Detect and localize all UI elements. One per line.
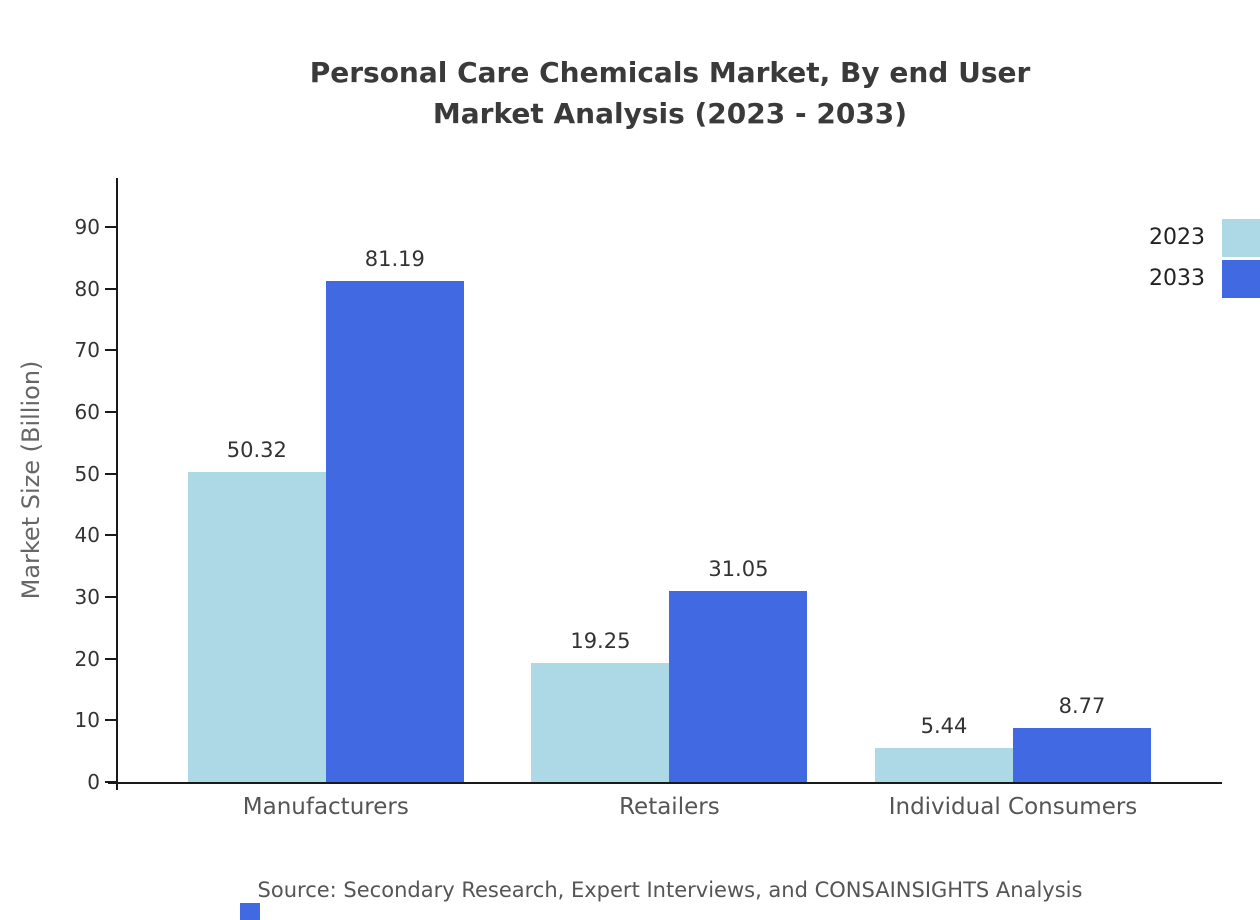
bar-value-label-2033-manufacturers: 81.19 — [364, 247, 425, 272]
bar-value-label-2033-individual-consumers: 8.77 — [1058, 693, 1106, 718]
y-tick-mark — [105, 596, 116, 598]
x-axis-line — [108, 782, 1222, 784]
bar-value-label-2023-manufacturers: 50.32 — [226, 437, 287, 462]
bar-value-label-2023-retailers: 19.25 — [570, 629, 631, 654]
logo-mark — [240, 903, 260, 920]
legend-label-2023: 2023 — [1149, 225, 1205, 250]
bar-2023-retailers — [531, 663, 670, 782]
y-tick-label: 20 — [74, 646, 100, 671]
y-tick-label: 80 — [74, 276, 100, 301]
chart-title-line2: Market Analysis (2023 - 2033) — [432, 97, 908, 130]
legend-swatch-2023 — [1222, 219, 1260, 257]
x-category-label-retailers: Retailers — [619, 794, 720, 820]
y-tick-label: 0 — [87, 770, 100, 794]
y-tick-mark — [105, 411, 116, 413]
y-tick-label: 40 — [74, 523, 100, 548]
bar-2033-manufacturers — [325, 281, 464, 782]
y-axis-line — [116, 178, 118, 790]
y-tick-label: 60 — [74, 400, 100, 424]
legend-label-2033: 2033 — [1149, 266, 1205, 291]
chart-title: Personal Care Chemicals Market, By end U… — [80, 52, 1260, 134]
y-tick-mark — [105, 226, 116, 228]
legend-swatch-2033 — [1222, 260, 1260, 298]
y-tick-mark — [105, 657, 116, 660]
bar-2023-individual-consumers — [875, 748, 1013, 782]
y-tick-label: 30 — [74, 585, 100, 609]
y-tick-label: 90 — [74, 215, 100, 239]
y-tick-label: 70 — [74, 338, 100, 363]
y-tick-label: 10 — [74, 708, 100, 733]
chart-title-line1: Personal Care Chemicals Market, By end U… — [309, 56, 1031, 89]
x-category-label-manufacturers: Manufacturers — [242, 794, 409, 820]
y-tick-mark — [105, 534, 116, 537]
source-note: Source: Secondary Research, Expert Inter… — [257, 878, 1083, 902]
x-category-label-individual-consumers: Individual Consumers — [888, 794, 1138, 820]
bar-2033-individual-consumers — [1013, 727, 1151, 782]
y-tick-mark — [105, 781, 116, 783]
bar-value-label-2023-individual-consumers: 5.44 — [920, 714, 968, 739]
bar-2033-retailers — [669, 590, 808, 782]
y-tick-mark — [105, 472, 116, 475]
bar-2023-manufacturers — [187, 471, 326, 782]
y-tick-mark — [105, 287, 116, 290]
y-tick-mark — [105, 349, 116, 352]
y-tick-label: 50 — [74, 461, 100, 486]
bar-value-label-2033-retailers: 31.05 — [708, 556, 769, 581]
y-tick-mark — [105, 719, 116, 722]
